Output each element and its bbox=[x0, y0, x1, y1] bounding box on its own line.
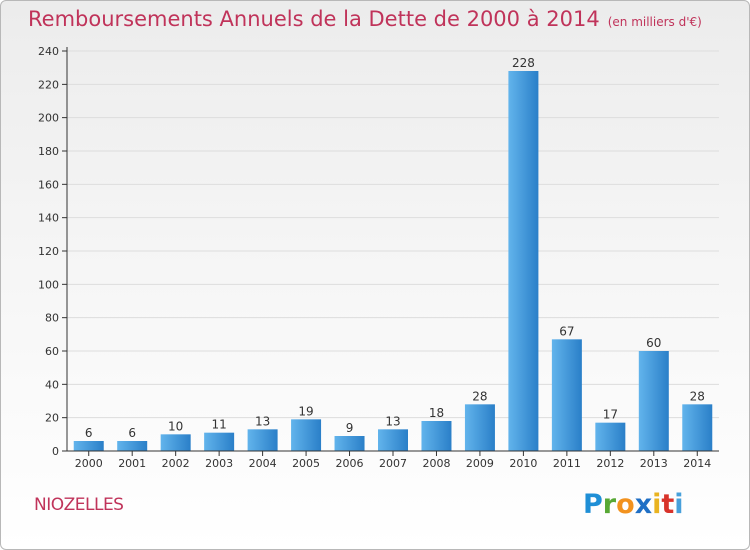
bar bbox=[117, 441, 148, 451]
x-tick-label: 2001 bbox=[118, 457, 146, 470]
x-tick-label: 2014 bbox=[683, 457, 711, 470]
x-tick-label: 2009 bbox=[466, 457, 494, 470]
bar bbox=[247, 429, 278, 451]
data-label: 9 bbox=[346, 421, 354, 435]
y-tick-label: 0 bbox=[52, 445, 59, 458]
logo-letter: x bbox=[634, 489, 653, 520]
bar bbox=[204, 432, 235, 451]
logo-letter: t bbox=[661, 489, 675, 520]
bar bbox=[334, 436, 365, 451]
x-tick-label: 2005 bbox=[292, 457, 320, 470]
chart-title-text: Remboursements Annuels de la Dette de 20… bbox=[28, 7, 600, 31]
proxiti-logo: Proxiti bbox=[583, 489, 684, 520]
x-tick-label: 2012 bbox=[596, 457, 624, 470]
commune-name: NIOZELLES bbox=[34, 495, 124, 515]
y-tick-label: 20 bbox=[45, 412, 59, 425]
x-tick-label: 2011 bbox=[553, 457, 581, 470]
bar bbox=[291, 419, 322, 451]
logo-letter: P bbox=[583, 489, 603, 520]
logo-letter: o bbox=[616, 489, 635, 520]
axes bbox=[62, 47, 719, 456]
data-label: 17 bbox=[603, 408, 618, 422]
bar bbox=[73, 441, 104, 451]
y-tick-label: 40 bbox=[45, 378, 59, 391]
y-tick-label: 80 bbox=[45, 312, 59, 325]
value-labels: 6 6 10 11 13 19 9 13 18 28 228 67 17 60 28 bbox=[85, 56, 705, 440]
bar bbox=[464, 404, 495, 451]
bar bbox=[682, 404, 713, 451]
data-label: 19 bbox=[298, 404, 313, 418]
data-label: 228 bbox=[512, 56, 535, 70]
data-label: 13 bbox=[385, 414, 400, 428]
data-label: 13 bbox=[255, 414, 270, 428]
logo-letter: i bbox=[652, 489, 662, 520]
bar bbox=[160, 434, 191, 451]
x-tick-label: 2000 bbox=[75, 457, 103, 470]
bar bbox=[551, 339, 582, 451]
data-label: 28 bbox=[472, 389, 487, 403]
x-tick-label: 2003 bbox=[205, 457, 233, 470]
data-label: 67 bbox=[559, 324, 574, 338]
y-tick-labels: 0 20 40 60 80 100 120 140 160 180 200 220 240 bbox=[38, 45, 59, 458]
logo-letter: r bbox=[602, 489, 617, 520]
y-tick-label: 60 bbox=[45, 345, 59, 358]
x-tick-label: 2013 bbox=[640, 457, 668, 470]
data-label: 6 bbox=[128, 426, 136, 440]
x-tick-label: 2007 bbox=[379, 457, 407, 470]
bar bbox=[421, 421, 452, 451]
logo-letter: i bbox=[674, 489, 684, 520]
x-tick-labels: 2000 2001 2002 2003 2004 2005 2006 2007 2008 2009… bbox=[75, 457, 712, 470]
y-tick-label: 120 bbox=[38, 245, 59, 258]
x-tick-label: 2004 bbox=[249, 457, 277, 470]
bar bbox=[638, 351, 669, 451]
grid-lines bbox=[67, 50, 719, 419]
x-tick-label: 2010 bbox=[509, 457, 537, 470]
y-tick-label: 220 bbox=[38, 78, 59, 91]
data-label: 6 bbox=[85, 426, 93, 440]
bars bbox=[73, 71, 713, 451]
bar bbox=[508, 71, 539, 451]
x-tick-label: 2008 bbox=[422, 457, 450, 470]
y-tick-label: 200 bbox=[38, 112, 59, 125]
y-tick-label: 160 bbox=[38, 178, 59, 191]
y-tick-label: 240 bbox=[38, 45, 59, 58]
data-label: 10 bbox=[168, 419, 183, 433]
bar bbox=[378, 429, 408, 451]
data-label: 60 bbox=[646, 336, 661, 350]
x-tick-label: 2002 bbox=[162, 457, 190, 470]
x-tick-label: 2006 bbox=[336, 457, 364, 470]
chart-title: Remboursements Annuels de la Dette de 20… bbox=[28, 7, 702, 31]
data-label: 28 bbox=[690, 389, 705, 403]
data-label: 11 bbox=[211, 418, 226, 432]
chart-unit: (en milliers d'€) bbox=[607, 15, 702, 29]
data-label: 18 bbox=[429, 406, 444, 420]
y-tick-label: 180 bbox=[38, 145, 59, 158]
bar bbox=[595, 422, 626, 451]
y-tick-label: 140 bbox=[38, 212, 59, 225]
y-tick-label: 100 bbox=[38, 278, 59, 291]
